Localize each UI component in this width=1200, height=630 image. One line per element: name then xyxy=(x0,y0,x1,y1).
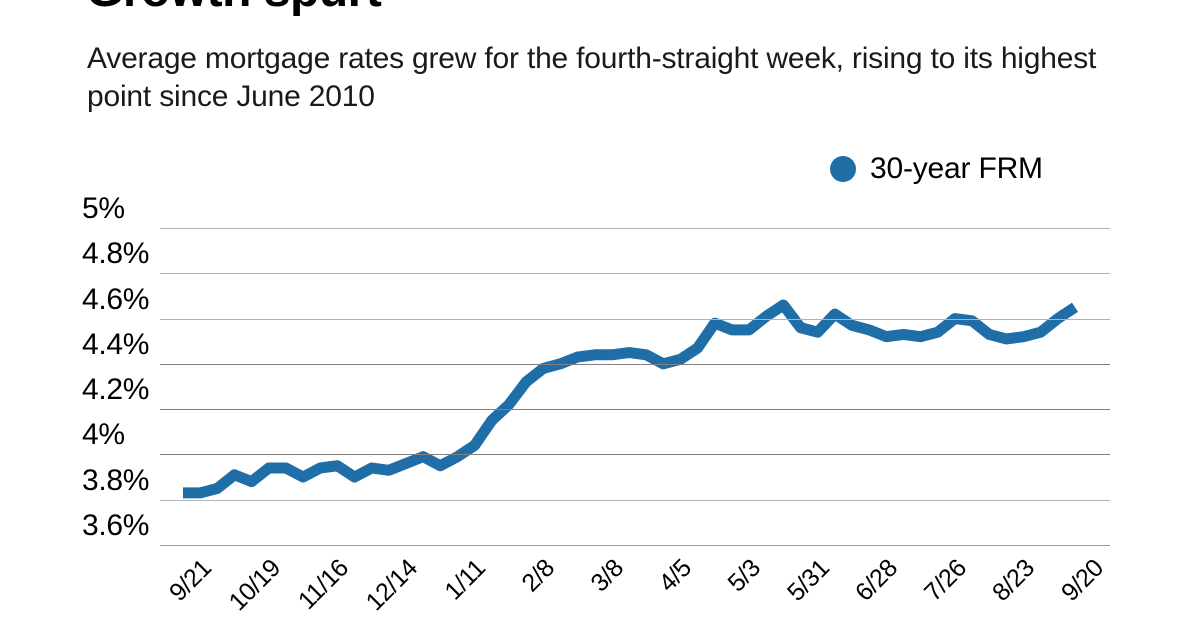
x-axis-tick-label: 3/8 xyxy=(585,554,629,598)
y-axis-tick-label: 4.2% xyxy=(82,373,150,407)
x-axis-tick-label: 5/31 xyxy=(781,554,835,607)
y-gridline xyxy=(160,363,1110,365)
x-axis-line xyxy=(160,545,1110,546)
y-axis-tick-label: 4.4% xyxy=(82,327,150,361)
x-axis-tick-label: 12/14 xyxy=(360,554,423,617)
chart-subtitle: Average mortgage rates grew for the four… xyxy=(87,42,1097,114)
circle-marker-icon xyxy=(830,156,856,182)
x-axis-tick-label: 4/5 xyxy=(653,554,698,598)
x-axis-tick-label: 9/20 xyxy=(1055,554,1109,607)
x-axis-tick-label: 7/26 xyxy=(918,554,972,607)
x-axis-tick-label: 5/3 xyxy=(722,554,766,598)
x-axis-tick-label: 9/21 xyxy=(163,554,217,607)
plot-area: 5% 4.8% 4.6% 4.4% 4.2% 4% 3.8% 3.6% xyxy=(82,192,1110,546)
y-axis-tick-label: 4.8% xyxy=(82,237,150,271)
y-gridline xyxy=(160,228,1110,229)
y-axis-tick-label: 3.8% xyxy=(82,463,150,497)
series-line-30-year-frm xyxy=(183,299,1079,499)
x-axis-tick-label: 6/28 xyxy=(850,554,903,607)
chart-legend: 30-year FRM xyxy=(830,152,1043,186)
x-axis-tick-label: 10/19 xyxy=(223,554,286,617)
x-axis-tick-label: 1/11 xyxy=(439,554,492,606)
y-axis-tick-label: 4% xyxy=(82,418,125,452)
y-axis-tick-label: 4.6% xyxy=(82,282,150,316)
y-gridline xyxy=(160,454,1110,456)
y-gridline xyxy=(160,409,1110,411)
page-title: Growth spurt xyxy=(86,0,382,16)
y-axis-tick-label: 5% xyxy=(82,192,125,225)
y-gridline xyxy=(160,273,1110,275)
y-axis-tick-label: 3.6% xyxy=(82,509,150,542)
legend-item-label: 30-year FRM xyxy=(870,152,1043,185)
x-axis-tick-label: 11/16 xyxy=(293,554,355,615)
y-gridline xyxy=(160,499,1110,501)
x-axis-tick-label: 8/23 xyxy=(987,554,1041,607)
y-gridline xyxy=(160,318,1110,320)
x-axis-tick-label: 2/8 xyxy=(516,554,560,598)
x-axis-tick-labels: 9/21 10/19 11/16 12/14 1/11 2/8 3/8 4/5 5/3 5/31 6… xyxy=(160,548,1110,630)
